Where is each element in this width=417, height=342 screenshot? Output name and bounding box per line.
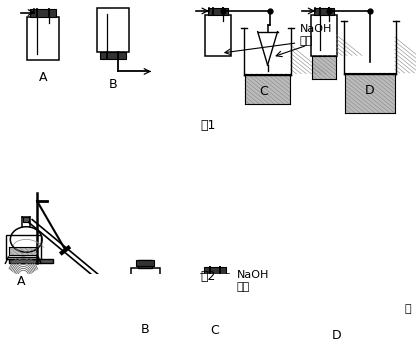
Text: 图2: 图2: [200, 270, 216, 283]
Bar: [23, 217, 29, 222]
Bar: [273, 317, 400, 342]
Bar: [100, 52, 126, 59]
Text: NaOH
溶液: NaOH 溶液: [299, 24, 332, 45]
Text: C: C: [259, 85, 268, 98]
Bar: [205, 15, 231, 56]
Bar: [131, 268, 160, 312]
Bar: [301, 312, 325, 329]
Text: A: A: [17, 275, 25, 288]
Bar: [6, 235, 40, 259]
Bar: [27, 16, 59, 60]
Bar: [208, 8, 228, 15]
Bar: [300, 283, 326, 314]
Bar: [302, 314, 324, 319]
Bar: [138, 260, 152, 268]
Bar: [245, 74, 291, 104]
Bar: [9, 247, 37, 255]
Text: A: A: [39, 71, 48, 84]
Bar: [204, 266, 226, 274]
Text: B: B: [141, 323, 150, 336]
Bar: [30, 9, 56, 16]
Text: 水: 水: [404, 304, 411, 314]
Bar: [201, 274, 229, 320]
Text: NaOH
溶液: NaOH 溶液: [237, 270, 269, 292]
Bar: [345, 73, 395, 113]
Bar: [311, 15, 337, 56]
Bar: [9, 259, 53, 263]
Bar: [312, 55, 336, 79]
Bar: [97, 8, 128, 52]
Text: D: D: [365, 84, 375, 97]
Text: 图1: 图1: [200, 119, 216, 132]
Text: B: B: [108, 78, 117, 91]
Text: D: D: [332, 329, 341, 342]
Bar: [314, 8, 334, 15]
Bar: [202, 319, 228, 342]
Bar: [136, 260, 154, 266]
Text: C: C: [211, 324, 219, 337]
